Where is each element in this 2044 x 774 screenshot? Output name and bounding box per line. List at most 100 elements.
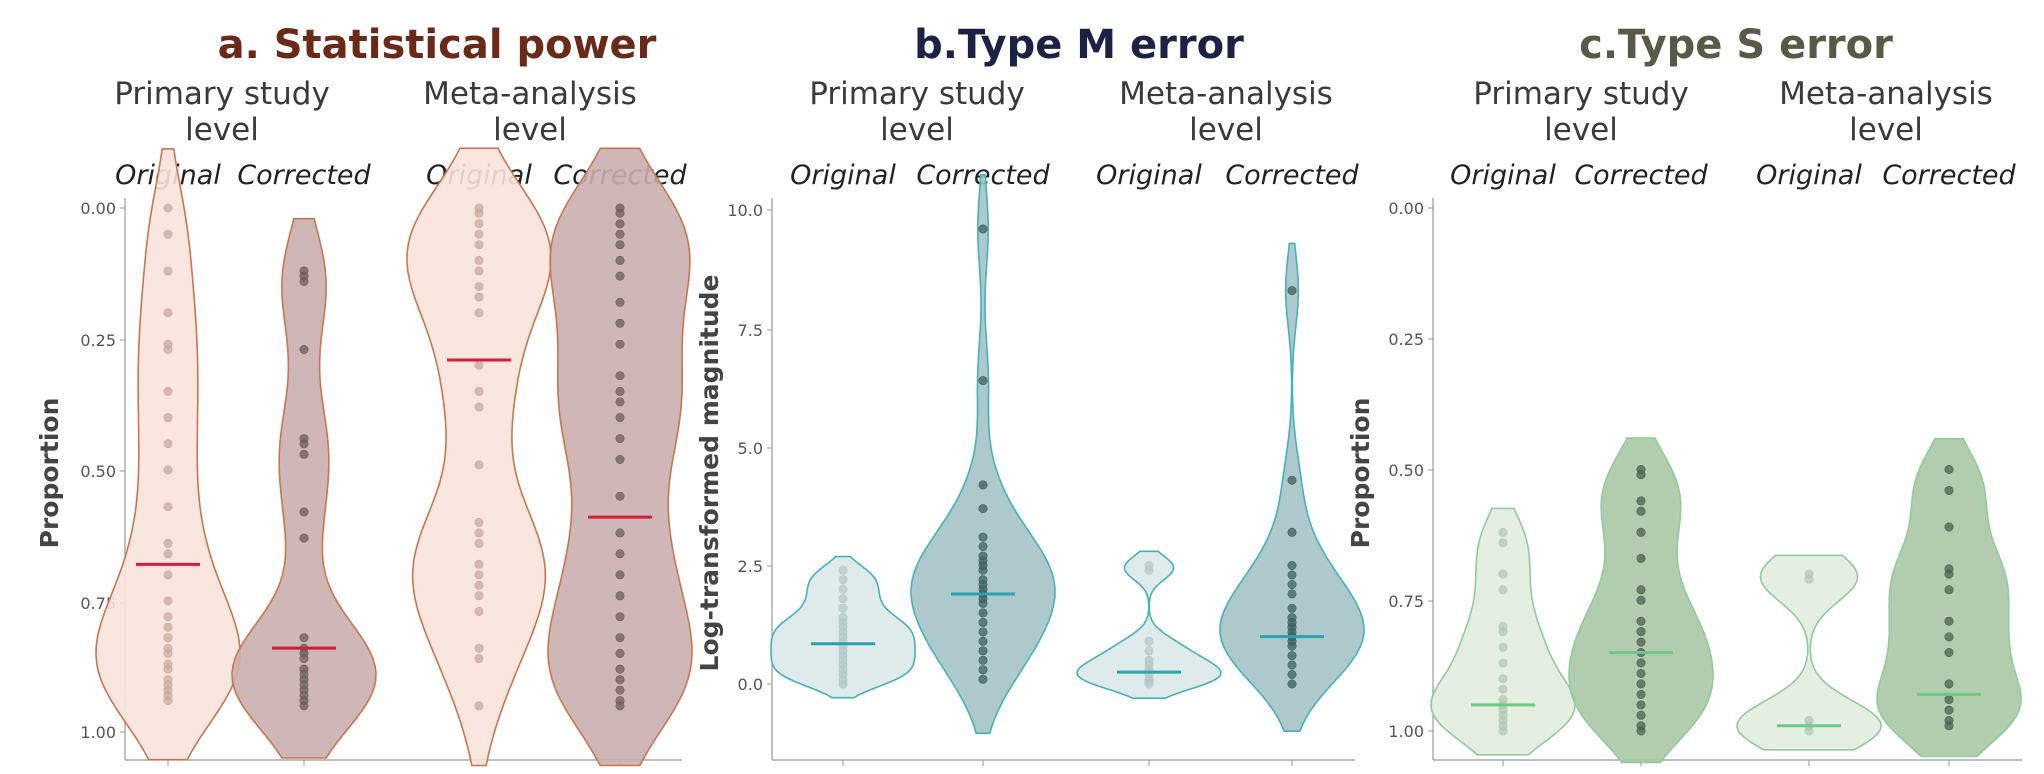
- y-tick-label: 0.75: [1388, 592, 1424, 611]
- data-point: [1636, 506, 1646, 516]
- data-point: [163, 465, 173, 475]
- data-point: [163, 229, 173, 239]
- data-point: [474, 538, 484, 548]
- y-tick-label: 1.00: [1388, 722, 1424, 741]
- data-point: [978, 376, 988, 386]
- data-point: [163, 570, 173, 580]
- data-point: [474, 219, 484, 229]
- data-point: [1944, 485, 1954, 495]
- group-label-line: Meta-analysis: [423, 76, 637, 112]
- group-label: Meta-analysis level: [423, 76, 637, 148]
- data-point: [474, 591, 484, 601]
- y-tick-label: 0.0: [738, 675, 763, 694]
- data-point: [978, 636, 988, 646]
- data-point: [1944, 721, 1954, 731]
- violin-original: [406, 147, 552, 767]
- data-point: [978, 655, 988, 665]
- violin-original: [770, 555, 916, 699]
- data-point: [163, 502, 173, 512]
- data-point: [978, 541, 988, 551]
- data-point: [615, 397, 625, 407]
- data-point: [1636, 627, 1646, 637]
- data-point: [978, 480, 988, 490]
- violin-corrected: [1568, 437, 1714, 764]
- data-point: [474, 570, 484, 580]
- data-point: [838, 594, 848, 604]
- data-point: [474, 517, 484, 527]
- data-point: [978, 665, 988, 675]
- violin-body: [1876, 437, 2022, 758]
- y-tick-label: 0.00: [1388, 199, 1424, 218]
- data-point: [163, 386, 173, 396]
- data-point: [299, 344, 309, 354]
- data-point: [838, 679, 848, 689]
- group-label-line: level: [493, 112, 567, 148]
- data-point: [1144, 565, 1154, 575]
- y-tick-label: 5.0: [738, 439, 763, 458]
- group-label-line: Primary study: [809, 76, 1025, 112]
- data-point: [474, 208, 484, 218]
- data-point: [1498, 538, 1508, 548]
- group-label-line: Meta-analysis: [1779, 76, 1993, 112]
- panel-1: a. Statistical power Primary study level Me…: [35, 22, 693, 767]
- panel-title: a. Statistical power: [218, 22, 657, 68]
- data-point: [978, 224, 988, 234]
- data-point: [615, 229, 625, 239]
- data-point: [978, 646, 988, 656]
- data-point: [1636, 668, 1646, 678]
- data-point: [838, 565, 848, 575]
- data-point: [1287, 475, 1297, 485]
- data-point: [299, 533, 309, 543]
- group-label: Primary study level: [114, 76, 330, 148]
- data-point: [163, 203, 173, 213]
- data-point: [1498, 674, 1508, 684]
- condition-label: Original: [790, 160, 896, 191]
- data-point: [1636, 637, 1646, 647]
- group-label-line: level: [1544, 112, 1618, 148]
- condition-label: Corrected: [237, 160, 371, 191]
- data-point: [1944, 522, 1954, 532]
- violin-body: [1219, 242, 1365, 732]
- data-point: [163, 266, 173, 276]
- data-point: [615, 528, 625, 538]
- data-point: [474, 580, 484, 590]
- data-point: [474, 282, 484, 292]
- data-point: [1287, 570, 1297, 580]
- data-point: [474, 386, 484, 396]
- data-point: [163, 538, 173, 548]
- data-point: [1498, 726, 1508, 736]
- violin-corrected: [1219, 242, 1365, 732]
- data-point: [163, 344, 173, 354]
- data-point: [474, 654, 484, 664]
- violin-body: [231, 217, 377, 759]
- data-point: [163, 439, 173, 449]
- data-point: [978, 598, 988, 608]
- data-point: [163, 549, 173, 559]
- group-label: Primary study level: [1473, 76, 1689, 148]
- data-point: [615, 339, 625, 349]
- violin-corrected: [910, 174, 1056, 735]
- data-point: [1944, 585, 1954, 595]
- y-tick-label: 1.00: [80, 723, 116, 742]
- data-point: [1944, 695, 1954, 705]
- data-point: [615, 297, 625, 307]
- data-point: [1944, 464, 1954, 474]
- data-point: [474, 559, 484, 569]
- group-label-line: level: [185, 112, 259, 148]
- data-point: [1636, 689, 1646, 699]
- data-point: [1636, 710, 1646, 720]
- data-point: [299, 654, 309, 664]
- violin-original: [1736, 554, 1882, 751]
- data-point: [1636, 658, 1646, 668]
- data-point: [1287, 603, 1297, 613]
- data-point: [615, 491, 625, 501]
- y-tick-label: 7.5: [738, 321, 763, 340]
- data-point: [1636, 470, 1646, 480]
- group-label: Meta-analysis level: [1779, 76, 1993, 148]
- data-point: [615, 208, 625, 218]
- condition-label: Original: [1756, 160, 1862, 191]
- data-point: [1944, 705, 1954, 715]
- data-point: [1636, 585, 1646, 595]
- data-point: [1636, 496, 1646, 506]
